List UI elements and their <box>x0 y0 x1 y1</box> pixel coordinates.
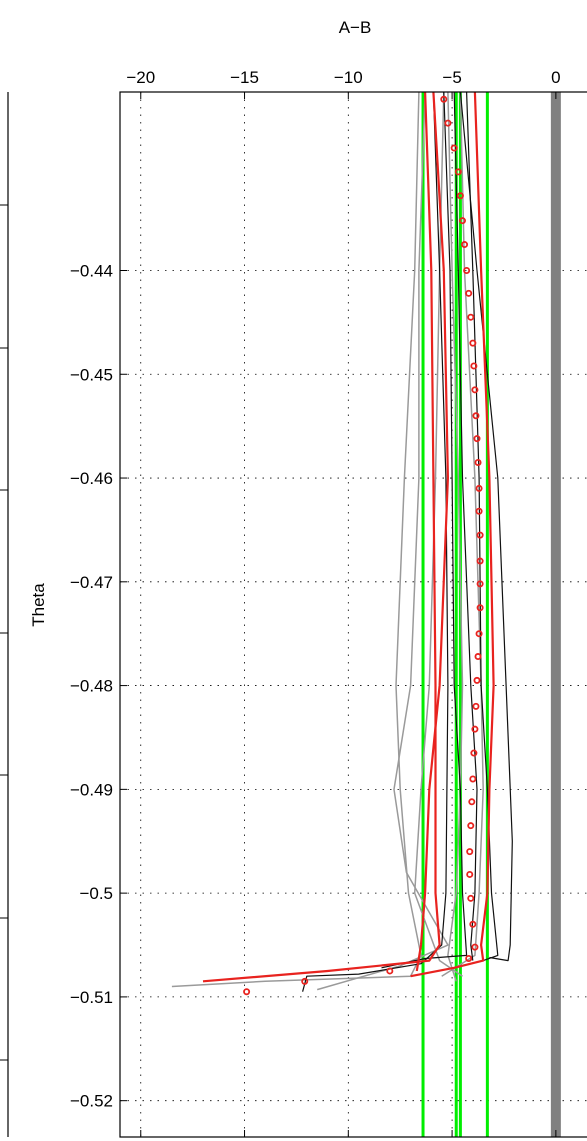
series-line <box>381 91 468 969</box>
y-axis-ticks: −0.44 −0.45 −0.46 −0.47 −0.48 −0.49 −0.5 −0.51 −… <box>70 261 127 1111</box>
x-tick-label: −20 <box>126 68 155 87</box>
marker-point <box>467 313 475 321</box>
marker-point <box>456 192 464 200</box>
marker-point <box>467 894 475 902</box>
marker-point <box>469 775 477 783</box>
marker-point <box>301 977 309 985</box>
marker-point <box>475 507 483 515</box>
marker-point <box>471 725 479 733</box>
marker-point <box>467 822 475 830</box>
x-tick-label: −15 <box>230 68 259 87</box>
red-circle-markers <box>243 95 484 996</box>
marker-point <box>476 580 484 588</box>
marker-point <box>474 653 482 661</box>
y-tick-label: −0.48 <box>70 677 113 696</box>
y-tick-label: −0.5 <box>79 884 113 903</box>
marker-point <box>243 988 251 996</box>
marker-point <box>470 362 478 370</box>
y-tick-label: −0.45 <box>70 365 113 384</box>
x-tick-label: 0 <box>551 68 560 87</box>
series-line <box>410 91 495 978</box>
marker-point <box>472 412 480 420</box>
series-line <box>466 91 499 962</box>
marker-point <box>471 943 479 951</box>
y-tick-label: −0.51 <box>70 988 113 1007</box>
marker-point <box>469 920 477 928</box>
marker-point <box>463 266 471 274</box>
marker-point <box>450 144 458 152</box>
series-line <box>316 91 449 991</box>
reference-lines <box>421 92 561 1137</box>
y-tick-label: −0.46 <box>70 469 113 488</box>
series-line <box>415 91 449 972</box>
marker-point <box>440 95 448 103</box>
marker-point <box>475 484 483 492</box>
y-tick-label: −0.49 <box>70 780 113 799</box>
marker-point <box>473 435 481 443</box>
x-tick-label: −5 <box>442 68 461 87</box>
marker-point <box>470 749 478 757</box>
marker-point <box>465 955 473 963</box>
marker-point <box>461 241 469 249</box>
series-line <box>302 91 449 992</box>
x-tick-label: −10 <box>334 68 363 87</box>
left-panel-ticks <box>0 204 8 1061</box>
marker-point <box>473 676 481 684</box>
series-line <box>453 91 478 961</box>
marker-point <box>466 870 474 878</box>
y-tick-label: −0.52 <box>70 1092 113 1111</box>
marker-point <box>454 168 462 176</box>
marker-point <box>458 217 466 225</box>
marker-point <box>444 119 452 127</box>
series-line <box>447 91 464 982</box>
series-line <box>202 91 441 983</box>
marker-point <box>386 967 394 975</box>
marker-point <box>476 604 484 612</box>
y-tick-label: −0.44 <box>70 261 113 280</box>
marker-point <box>476 531 484 539</box>
marker-point <box>465 289 473 297</box>
marker-point <box>469 339 477 347</box>
y-axis-title: Theta <box>29 583 48 627</box>
marker-point <box>472 702 480 710</box>
x-axis-ticks: −20 −15 −10 −5 0 <box>126 68 561 1137</box>
series-line <box>459 91 513 962</box>
grid-lines <box>120 92 587 1137</box>
series-line <box>171 91 422 988</box>
y-tick-label: −0.47 <box>70 573 113 592</box>
plot-area-frame <box>119 91 587 1138</box>
marker-point <box>466 848 474 856</box>
marker-point <box>476 557 484 565</box>
x-axis-title: A−B <box>339 18 372 37</box>
marker-point <box>468 798 476 806</box>
marker-point <box>474 458 482 466</box>
marker-point <box>475 630 483 638</box>
series-lines <box>171 91 513 992</box>
marker-point <box>471 386 479 394</box>
